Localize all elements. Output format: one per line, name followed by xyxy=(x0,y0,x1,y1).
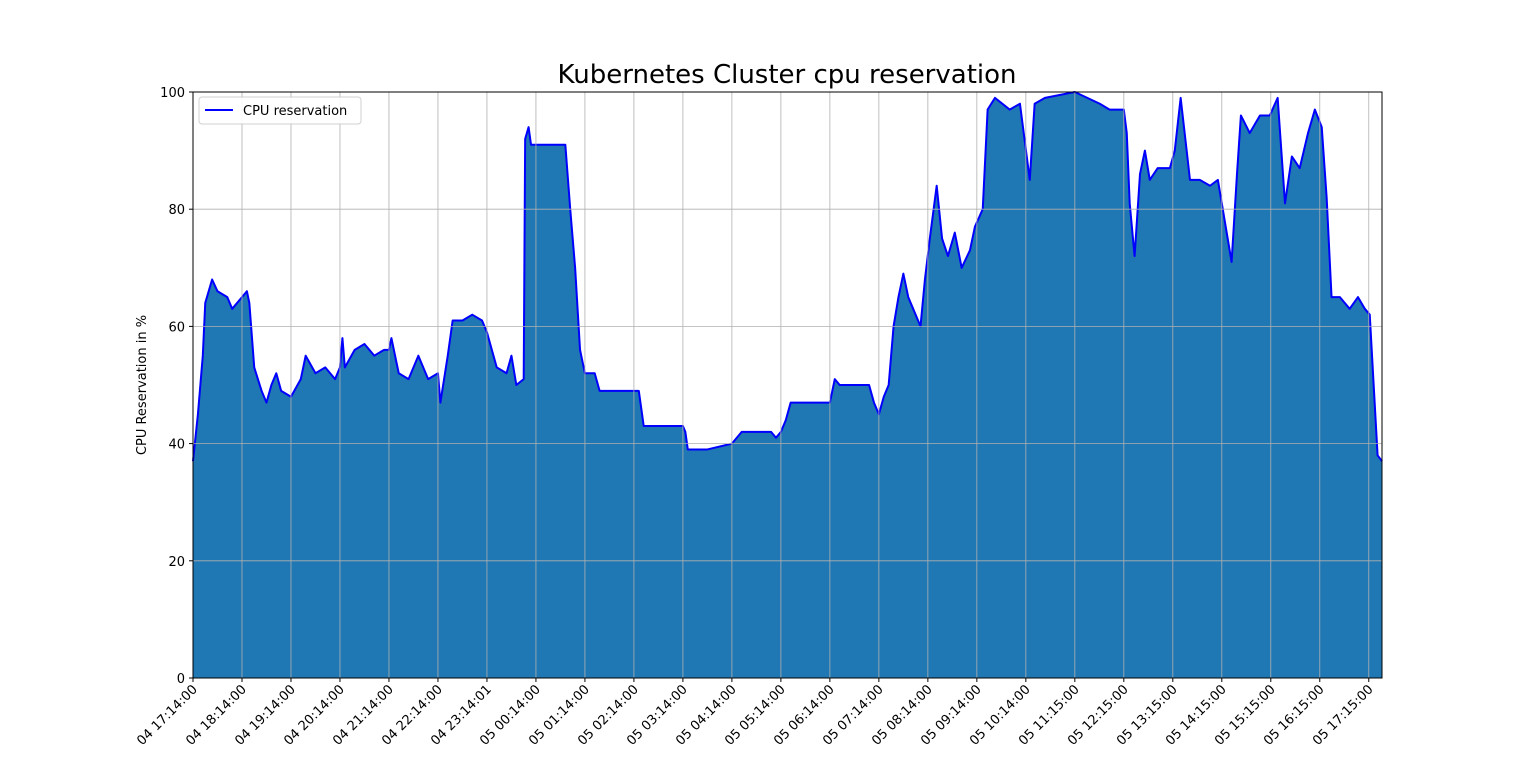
y-tick-label: 0 xyxy=(177,672,185,687)
y-tick-label: 60 xyxy=(168,320,185,335)
legend-label: CPU reservation xyxy=(243,104,347,119)
y-tick-label: 100 xyxy=(160,86,185,101)
plot-frame xyxy=(192,91,1383,679)
legend: CPU reservation xyxy=(198,96,362,125)
legend-box xyxy=(198,96,362,125)
plot-area xyxy=(192,91,1383,678)
y-tick-label: 80 xyxy=(168,203,185,218)
area xyxy=(193,92,1382,678)
y-axis-label: CPU Reservation in % xyxy=(135,315,150,455)
y-tick-label: 40 xyxy=(168,438,185,453)
y-tick-label: 20 xyxy=(168,555,185,570)
chart-title: Kubernetes Cluster cpu reservation xyxy=(558,60,1017,90)
